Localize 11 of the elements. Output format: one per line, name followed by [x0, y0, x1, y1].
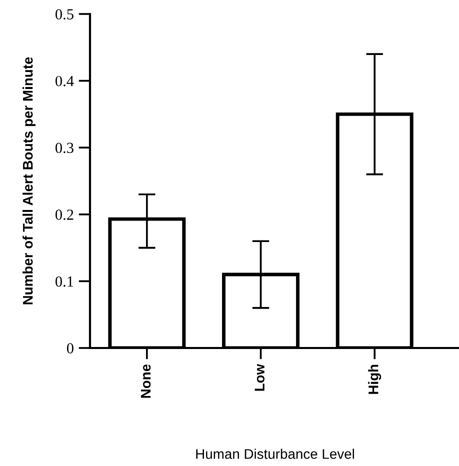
- y-tick-label: 0.2: [56, 210, 74, 220]
- y-tick-label: 0.5: [56, 9, 74, 20]
- x-axis-title: Human Disturbance Level: [196, 448, 354, 459]
- x-tick-label: Low: [254, 364, 264, 391]
- y-tick-label: 0.1: [56, 276, 74, 287]
- x-tick-label: None: [140, 364, 151, 398]
- y-tick-label: 0.4: [56, 76, 74, 86]
- x-tick-label: High: [368, 364, 382, 394]
- y-tick-label: 0: [66, 343, 74, 354]
- y-axis-title: Number of Tall Alert Bouts per Minute: [22, 57, 36, 304]
- y-tick-label: 0.3: [56, 142, 74, 154]
